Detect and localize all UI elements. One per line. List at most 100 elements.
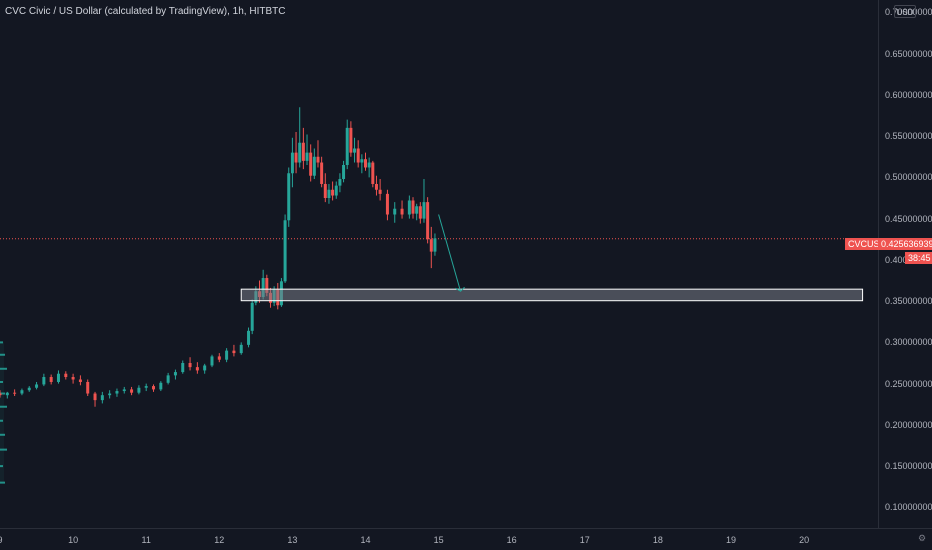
candle-body [312, 156, 316, 176]
projection-arrow-line [438, 214, 462, 292]
candle-body [345, 127, 349, 165]
volume-profile-bar [0, 419, 3, 422]
time-tick-label: 16 [506, 535, 517, 545]
volume-profile-bar [0, 448, 7, 451]
volume-profile-bar [0, 465, 3, 468]
candle-body [415, 206, 419, 214]
candle-body [287, 173, 291, 221]
gear-icon[interactable]: ⚙ [918, 533, 927, 543]
time-scale[interactable]: 9 10 11 12 13 14 15 16 17 18 19 20 [0, 528, 932, 550]
candle-body [316, 156, 320, 163]
candle-body [130, 389, 134, 393]
time-tick-label: 15 [433, 535, 444, 545]
candle-body [338, 179, 342, 186]
candle-body [334, 185, 338, 196]
candle-body [5, 392, 9, 396]
candle-body [144, 386, 148, 388]
projection-arrow-head [455, 286, 465, 292]
chart-svg[interactable] [0, 0, 878, 528]
volume-profile-bar [0, 341, 3, 344]
time-tick-label: 13 [287, 535, 298, 545]
candle-body [364, 159, 367, 168]
time-tick-label: 19 [725, 535, 737, 545]
candle-body [422, 202, 426, 219]
candle-body [71, 377, 75, 380]
candle-body [367, 162, 371, 168]
candle-body [265, 278, 269, 293]
candle-body [342, 165, 346, 180]
volume-profile-bar [0, 392, 5, 395]
candle-body [374, 183, 378, 190]
support-zone-rect [240, 288, 864, 302]
candle-body [309, 152, 313, 176]
candle-body [108, 393, 112, 396]
candle-body [429, 239, 433, 252]
candle-body [49, 377, 53, 382]
candle-body [159, 382, 163, 390]
candle-body [356, 148, 360, 163]
time-tick-label: 14 [360, 535, 371, 545]
candle-body [217, 356, 221, 360]
candle-body [294, 152, 298, 163]
candle-body [42, 377, 46, 385]
candle-body [301, 142, 305, 161]
candle-body [195, 367, 199, 371]
currency-button[interactable]: USD [894, 5, 916, 18]
candle-body [298, 142, 302, 163]
candle-body [247, 330, 251, 345]
time-tick-label: 11 [141, 535, 151, 545]
candle-body [353, 148, 357, 153]
candle-body [86, 381, 90, 394]
time-tick-label: 12 [214, 535, 225, 545]
candle-body [290, 152, 294, 174]
volume-profile-bar [0, 380, 3, 383]
candle-body [407, 200, 411, 215]
candle-body [78, 379, 82, 382]
candle-body [411, 200, 415, 214]
candle-body [188, 363, 192, 368]
chart-area[interactable]: CVC Civic / US Dollar (calculated by Tra… [0, 0, 878, 528]
volume-profile-bar [0, 353, 5, 356]
candle-body [173, 372, 177, 376]
candle-body [371, 162, 375, 184]
volume-profile-bar [0, 433, 5, 436]
volume-profile-bar [0, 367, 7, 370]
candle-body [385, 193, 389, 215]
candle-body [56, 373, 60, 382]
countdown-tag: 38:45 [905, 252, 932, 264]
candle-body [283, 220, 287, 282]
time-tick-label: 9 [0, 535, 3, 545]
time-tick-label: 10 [68, 535, 79, 545]
candle-body [27, 387, 31, 391]
candle-body [0, 393, 2, 396]
candle-body [400, 208, 404, 215]
candle-body [327, 189, 331, 198]
candle-body [203, 365, 207, 371]
candle-body [239, 344, 243, 354]
time-tick-label: 20 [799, 535, 810, 545]
time-tick-label: 18 [652, 535, 663, 545]
candle-body [64, 373, 68, 378]
candle-body [360, 159, 364, 163]
candle-body [166, 375, 170, 383]
candle-body [35, 384, 39, 388]
candle-body [250, 302, 254, 331]
volume-profile-bar [0, 481, 5, 484]
candle-body [152, 386, 156, 390]
candle-body [323, 183, 327, 198]
candle-body [320, 162, 324, 184]
candle-body [225, 350, 229, 360]
candle-body [100, 395, 104, 401]
candle-body [305, 152, 309, 161]
chart-title: CVC Civic / US Dollar (calculated by Tra… [5, 6, 286, 17]
candle-body [426, 202, 430, 240]
